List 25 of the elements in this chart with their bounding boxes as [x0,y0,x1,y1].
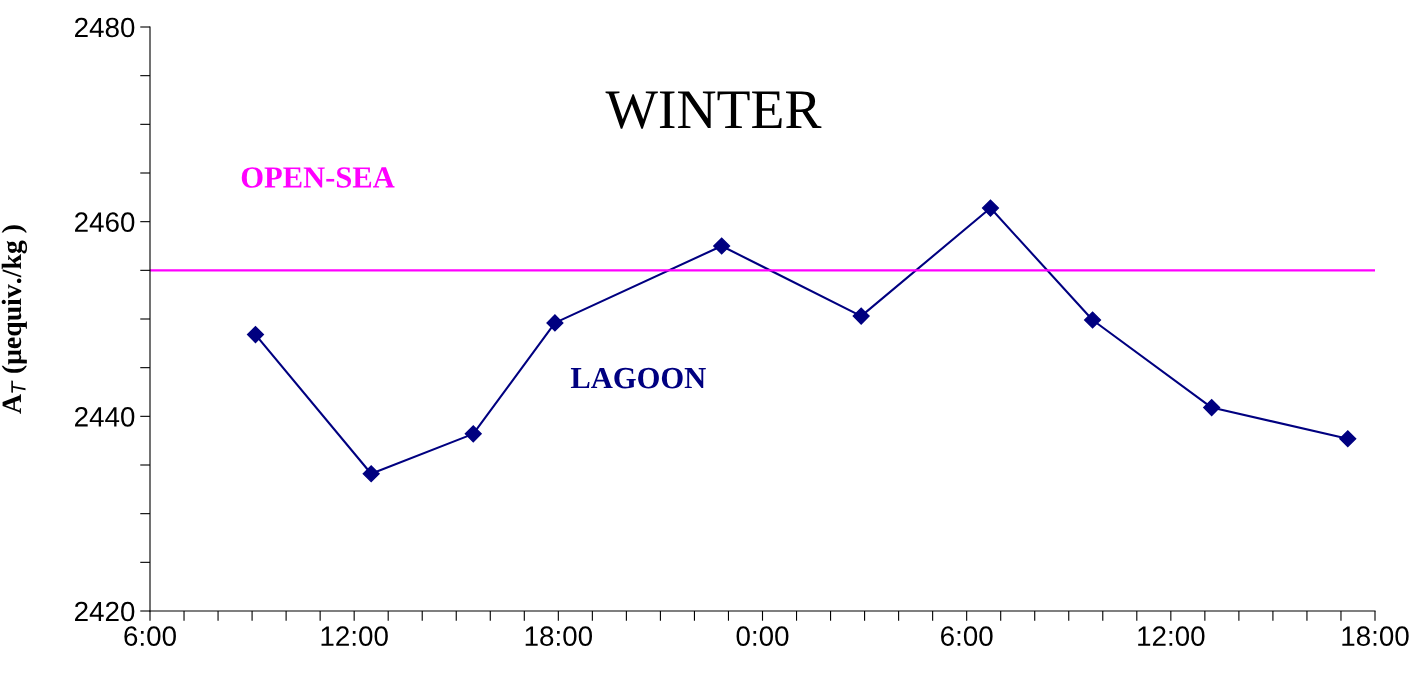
y-axis-title: A$_{T}$ (μequiv./kg ) [1,225,28,414]
y-tick-label: 2420 [75,601,135,622]
point [1203,399,1221,417]
y-tick-label: 2460 [75,212,135,233]
point [464,425,482,443]
x-tick-label: 18:00 [525,626,593,646]
x-tick-label: 6:00 [941,626,993,646]
x-tick-label: 18:00 [1342,626,1409,646]
x-tick-label: 12:00 [1138,626,1205,646]
point [246,326,265,344]
point [546,314,564,332]
ref-line-label: OPEN-SEA [241,167,395,188]
x-tick-label: 6:00 [124,626,176,646]
point [1339,430,1357,448]
y-tick-label: 2440 [75,407,135,427]
point [852,307,870,325]
y-tick-label: 2480 [75,17,135,38]
point [981,199,1000,217]
x-tick-label: 12:00 [321,626,388,646]
text: WINTER [605,91,822,129]
x-tick-label: 0:00 [736,626,789,646]
series-label: LAGOON [570,367,706,389]
point [362,465,380,483]
point [713,237,731,255]
point [1084,311,1102,329]
